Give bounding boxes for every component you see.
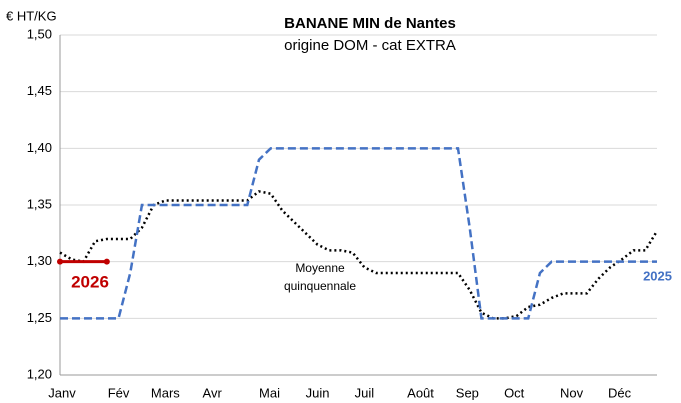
x-tick-label: Fév (108, 385, 130, 400)
x-tick-label: Juil (355, 385, 375, 400)
series-line (59, 190, 659, 320)
x-tick-label: Déc (608, 385, 632, 400)
y-tick-label: 1,50 (27, 26, 52, 41)
x-tick-label: Avr (203, 385, 223, 400)
annotation: quinquennale (284, 279, 356, 293)
series-label: 2026 (71, 272, 109, 291)
y-tick-label: 1,20 (27, 366, 52, 381)
x-tick-label: Nov (560, 385, 584, 400)
y-tick-label: 1,25 (27, 310, 52, 325)
y-axis-label: € HT/KG (6, 8, 57, 23)
series-point (57, 258, 63, 265)
y-tick-label: 1,45 (27, 83, 52, 98)
x-tick-label: Mai (259, 385, 280, 400)
series-label: 2025 (643, 268, 672, 283)
x-tick-label: Sep (456, 385, 479, 400)
x-tick-label: Août (407, 385, 434, 400)
y-tick-label: 1,40 (27, 140, 52, 155)
x-tick-label: Mars (151, 385, 180, 400)
y-tick-label: 1,30 (27, 253, 52, 268)
chart-subtitle: origine DOM - cat EXTRA (284, 37, 456, 54)
x-tick-label: Oct (504, 385, 525, 400)
series-line (60, 147, 657, 320)
x-tick-label: Juin (306, 385, 330, 400)
series-point (103, 258, 110, 265)
annotation: Moyenne (295, 261, 345, 275)
x-tick-label: Janv (48, 385, 76, 400)
chart-title: BANANE MIN de Nantes (284, 15, 456, 32)
y-tick-label: 1,35 (27, 196, 52, 211)
